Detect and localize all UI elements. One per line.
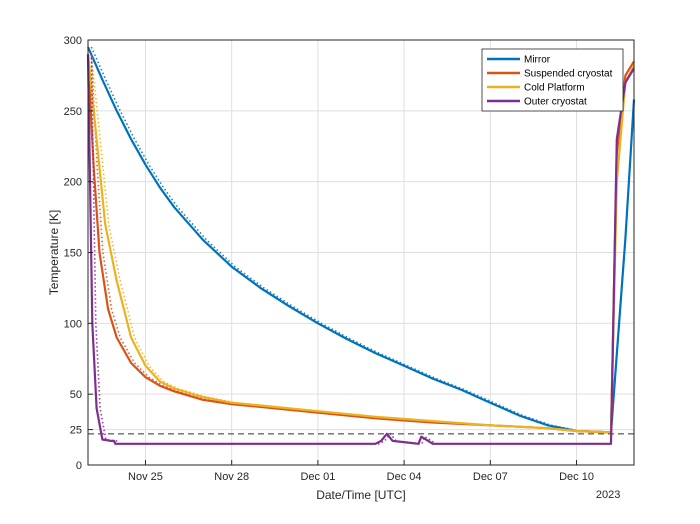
y-tick-label: 300 [64,35,82,47]
y-tick-label: 100 [64,318,82,330]
y-axis-label: Temperature [K] [47,210,61,295]
y-tick-label: 150 [64,248,82,260]
x-tick-label: Dec 04 [387,471,422,483]
legend-label-0: Mirror [524,55,551,66]
x-year-label: 2023 [596,489,620,501]
x-tick-label: Dec 01 [300,471,335,483]
x-tick-label: Dec 10 [559,471,594,483]
legend-label-3: Outer cryostat [524,97,587,108]
legend-label-1: Suspended cryostat [524,69,613,80]
series-dotted-line-0 [90,46,635,434]
y-tick-label: 250 [64,106,82,118]
series-dotted-line-2 [90,54,635,434]
x-tick-label: Nov 28 [214,471,249,483]
y-tick-label: 0 [76,460,82,472]
y-tick-label: 50 [70,389,82,401]
series-line-0 [86,46,636,434]
x-tick-label: Dec 07 [473,471,508,483]
x-axis-label: Date/Time [UTC] [316,488,406,502]
x-tick-label: Nov 25 [128,471,163,483]
y-tick-label: 200 [64,177,82,189]
y-tick-label: 25 [70,425,82,437]
legend-label-2: Cold Platform [524,83,585,94]
series-dotted-line-3 [90,54,635,445]
